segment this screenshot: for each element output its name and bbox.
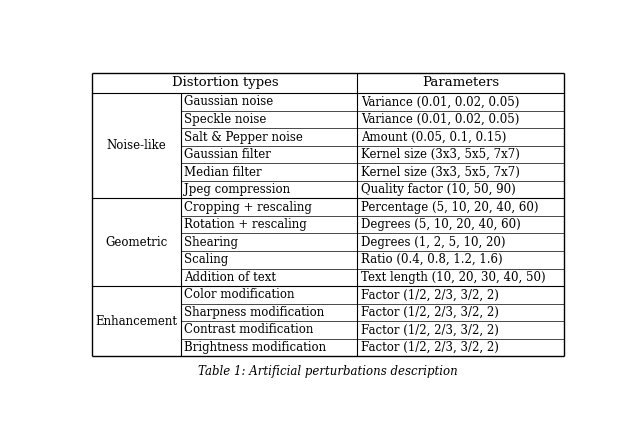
Text: Enhancement: Enhancement: [95, 315, 177, 328]
Text: Amount (0.05, 0.1, 0.15): Amount (0.05, 0.1, 0.15): [361, 131, 506, 143]
Text: Speckle noise: Speckle noise: [184, 113, 267, 126]
Text: Color modification: Color modification: [184, 288, 295, 301]
Text: Jpeg compression: Jpeg compression: [184, 183, 291, 196]
Text: Text length (10, 20, 30, 40, 50): Text length (10, 20, 30, 40, 50): [361, 271, 545, 284]
Text: Ratio (0.4, 0.8, 1.2, 1.6): Ratio (0.4, 0.8, 1.2, 1.6): [361, 253, 502, 266]
Text: Percentage (5, 10, 20, 40, 60): Percentage (5, 10, 20, 40, 60): [361, 201, 538, 214]
Text: Addition of text: Addition of text: [184, 271, 276, 284]
Text: Variance (0.01, 0.02, 0.05): Variance (0.01, 0.02, 0.05): [361, 113, 519, 126]
Text: Quality factor (10, 50, 90): Quality factor (10, 50, 90): [361, 183, 516, 196]
Text: Contrast modification: Contrast modification: [184, 324, 314, 336]
Text: Degrees (5, 10, 20, 40, 60): Degrees (5, 10, 20, 40, 60): [361, 218, 521, 231]
Text: Geometric: Geometric: [106, 236, 168, 249]
Text: Factor (1/2, 2/3, 3/2, 2): Factor (1/2, 2/3, 3/2, 2): [361, 341, 499, 354]
Text: Variance (0.01, 0.02, 0.05): Variance (0.01, 0.02, 0.05): [361, 95, 519, 108]
Text: Salt & Pepper noise: Salt & Pepper noise: [184, 131, 303, 143]
Text: Gaussian noise: Gaussian noise: [184, 95, 273, 108]
Text: Degrees (1, 2, 5, 10, 20): Degrees (1, 2, 5, 10, 20): [361, 236, 506, 249]
Text: Factor (1/2, 2/3, 3/2, 2): Factor (1/2, 2/3, 3/2, 2): [361, 306, 499, 319]
Text: Sharpness modification: Sharpness modification: [184, 306, 324, 319]
Text: Table 1: Artificial perturbations description: Table 1: Artificial perturbations descri…: [198, 365, 458, 378]
Text: Cropping + rescaling: Cropping + rescaling: [184, 201, 312, 214]
Text: Scaling: Scaling: [184, 253, 228, 266]
Text: Kernel size (3x3, 5x5, 7x7): Kernel size (3x3, 5x5, 7x7): [361, 166, 520, 178]
Text: Distortion types: Distortion types: [172, 77, 278, 89]
Text: Brightness modification: Brightness modification: [184, 341, 326, 354]
Text: Rotation + rescaling: Rotation + rescaling: [184, 218, 307, 231]
Text: Median filter: Median filter: [184, 166, 262, 178]
Text: Parameters: Parameters: [422, 77, 499, 89]
Text: Shearing: Shearing: [184, 236, 238, 249]
Text: Factor (1/2, 2/3, 3/2, 2): Factor (1/2, 2/3, 3/2, 2): [361, 288, 499, 301]
Text: Noise-like: Noise-like: [107, 139, 166, 152]
Text: Factor (1/2, 2/3, 3/2, 2): Factor (1/2, 2/3, 3/2, 2): [361, 324, 499, 336]
Text: Gaussian filter: Gaussian filter: [184, 148, 271, 161]
Text: Kernel size (3x3, 5x5, 7x7): Kernel size (3x3, 5x5, 7x7): [361, 148, 520, 161]
